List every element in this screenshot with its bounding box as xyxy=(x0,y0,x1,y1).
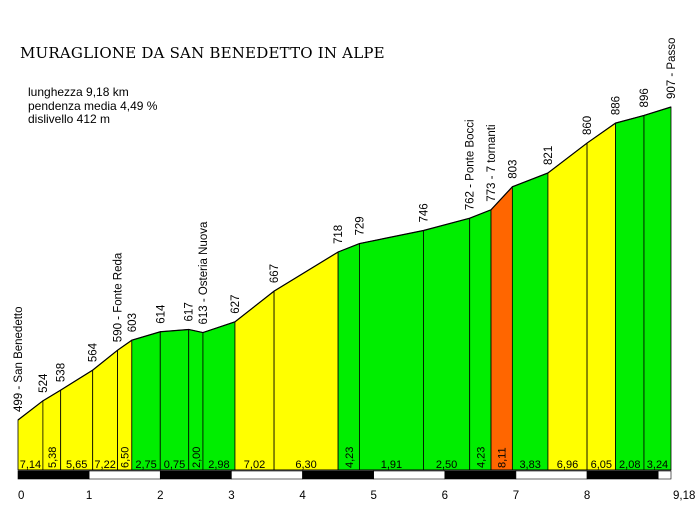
x-tick-label: 6 xyxy=(442,490,448,502)
x-tick-label: 5 xyxy=(370,490,376,502)
segment-14 xyxy=(469,209,492,471)
km-scale-bar xyxy=(17,470,672,480)
grade-label: 1,91 xyxy=(381,459,402,471)
grade-label: 5,38 xyxy=(47,447,59,468)
altitude-label: 603 xyxy=(127,313,139,332)
altitude-label: 762 - Ponte Bocci xyxy=(465,119,477,210)
scale-block xyxy=(657,470,672,480)
scale-block xyxy=(159,470,232,480)
length-stat: lunghezza 9,18 km xyxy=(28,85,129,99)
grade-label: 7,22 xyxy=(94,459,115,471)
grade-label: 2,00 xyxy=(191,447,203,468)
grade-label: 4,23 xyxy=(475,447,487,468)
altitude-label: 821 xyxy=(543,146,555,165)
grade-label: 8,11 xyxy=(497,447,509,468)
grade-label: 0,75 xyxy=(164,459,185,471)
grade-label: 2,50 xyxy=(436,459,457,471)
chart-title: MURAGLIONE DA SAN BENEDETTO IN ALPE xyxy=(20,44,385,62)
elevation-gain-stat: dislivello 412 m xyxy=(28,112,111,126)
segment-18 xyxy=(586,122,616,471)
scale-block xyxy=(231,470,303,480)
altitude-label: 729 xyxy=(354,216,366,235)
scale-block xyxy=(373,470,446,480)
scale-block xyxy=(302,470,374,480)
altitude-label: 538 xyxy=(56,363,68,382)
altitude-label: 627 xyxy=(230,295,242,314)
grade-label: 7,02 xyxy=(244,459,265,471)
grade-label: 2,75 xyxy=(135,459,156,471)
altitude-label: 617 xyxy=(184,302,196,321)
altitude-labels: 499 - San Benedetto 524 538 564 590 - Fonte … xyxy=(13,38,678,412)
x-tick-label: 8 xyxy=(584,490,590,502)
segment-19 xyxy=(615,114,645,471)
segment-3 xyxy=(92,349,118,471)
x-tick-label: 1 xyxy=(86,490,92,502)
grade-label: 3,83 xyxy=(519,459,540,471)
altitude-label: 907 - Passo xyxy=(666,38,678,99)
altitude-label: 499 - San Benedetto xyxy=(13,307,25,413)
x-tick-labels: 0 1 2 3 4 5 6 7 8 9,18 xyxy=(18,490,695,502)
segment-5 xyxy=(131,331,161,471)
profile-outline xyxy=(17,106,672,471)
segment-20 xyxy=(643,106,672,471)
x-tick-label: 9,18 xyxy=(673,490,695,502)
grade-label: 6,50 xyxy=(120,447,132,468)
altitude-label: 524 xyxy=(38,373,50,393)
segment-11 xyxy=(337,242,360,471)
grade-label: 7,14 xyxy=(20,459,41,471)
grade-labels: 7,14 5,38 5,65 7,22 6,50 2,75 0,75 2,00 2,98 7,02… xyxy=(20,447,668,471)
grade-segments xyxy=(17,106,672,471)
scale-block xyxy=(17,470,90,480)
climb-stats: lunghezza 9,18 km pendenza media 4,49 % … xyxy=(28,85,158,127)
scale-block xyxy=(515,470,588,480)
altitude-label: 718 xyxy=(333,225,345,244)
avg-grade-stat: pendenza media 4,49 % xyxy=(28,98,158,113)
altitude-label: 590 - Fonte Reda xyxy=(113,252,125,342)
grade-label: 2,98 xyxy=(208,459,229,471)
grade-label: 5,65 xyxy=(66,459,87,471)
altitude-label: 564 xyxy=(88,342,100,362)
scale-block xyxy=(444,470,517,480)
altitude-label: 803 xyxy=(507,160,519,179)
altitude-label: 896 xyxy=(639,88,651,107)
segment-2 xyxy=(60,369,94,471)
x-tick-label: 4 xyxy=(299,490,306,502)
grade-label: 3,24 xyxy=(647,459,668,471)
x-tick-label: 7 xyxy=(513,490,519,502)
altitude-label: 667 xyxy=(269,264,281,283)
x-tick-label: 3 xyxy=(228,490,234,502)
altitude-label: 860 xyxy=(582,116,594,135)
altitude-label: 614 xyxy=(155,304,167,324)
altitude-label: 886 xyxy=(611,96,623,115)
grade-label: 6,96 xyxy=(557,459,578,471)
segment-12 xyxy=(359,230,424,471)
segment-15 xyxy=(490,185,513,471)
segment-13 xyxy=(423,217,471,471)
profile-line xyxy=(17,106,672,421)
altitude-label: 746 xyxy=(418,203,430,222)
segment-8 xyxy=(202,321,236,471)
scale-block xyxy=(586,470,659,480)
scale-block xyxy=(88,470,161,480)
x-tick-label: 2 xyxy=(157,490,163,502)
segment-17 xyxy=(547,142,588,471)
altitude-label: 773 - 7 tornanti xyxy=(486,124,498,201)
x-tick-label: 0 xyxy=(18,490,24,502)
grade-label: 6,05 xyxy=(591,459,612,471)
segment-6 xyxy=(159,329,190,471)
grade-label: 6,30 xyxy=(295,459,316,471)
grade-label: 4,23 xyxy=(344,447,356,468)
segment-16 xyxy=(511,172,549,471)
grade-label: 2,08 xyxy=(619,459,640,471)
altitude-label: 613 - Osteria Nuova xyxy=(198,221,210,325)
